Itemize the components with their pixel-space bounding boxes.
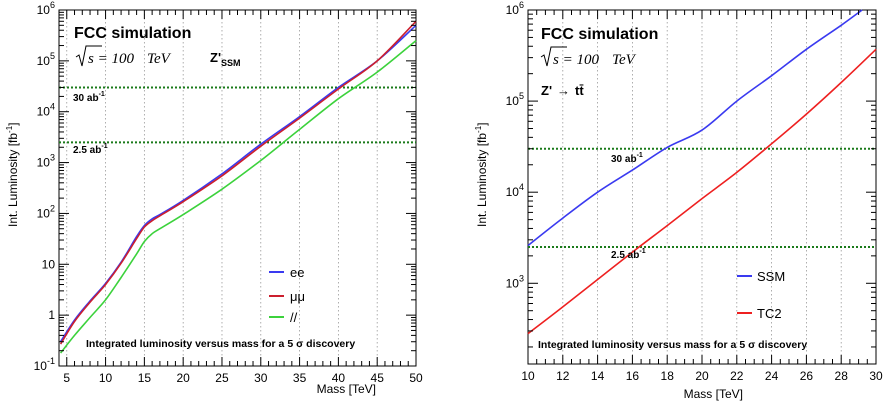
x-tick-label: 5 <box>63 371 70 385</box>
legend-label-ee: ee <box>290 265 304 280</box>
left-model-sub: SSM <box>221 58 241 68</box>
left-footer-note: Integrated luminosity versus mass for a … <box>86 338 355 350</box>
left-x-axis-title: Mass [TeV] <box>317 382 376 396</box>
right-sqrt-sign <box>540 46 567 67</box>
x-tick-label: 30 <box>254 371 268 385</box>
left-y-ticks: 10-1 1 10 102 103 104 105 106 <box>34 0 416 373</box>
right-y-axis-title: Int. Luminosity [fb-1] <box>474 122 489 227</box>
y-tick-label: 105 <box>506 91 524 108</box>
y-tick-label: 10-1 <box>34 356 55 373</box>
x-tick-label: 18 <box>661 369 675 383</box>
x-tick-label: 12 <box>556 369 570 383</box>
x-tick-label: 22 <box>730 369 744 383</box>
x-tick-label: 24 <box>765 369 779 383</box>
left-legend: ee μμ // <box>269 265 305 325</box>
legend-label-mumu: μμ <box>290 289 305 304</box>
right-title: FCC simulation <box>541 26 658 43</box>
left-plot-frame <box>58 9 417 367</box>
left-y-axis-title: Int. Luminosity [fb-1] <box>5 122 20 227</box>
right-energy-value: s = 100 <box>553 52 599 68</box>
y-tick-label: 104 <box>506 182 524 199</box>
x-tick-label: 30 <box>869 369 883 383</box>
left-chart: 5 10 15 20 25 30 35 40 45 50 10-11101021031041051… <box>5 0 423 396</box>
series-line-SSM <box>527 9 863 247</box>
legend-label-ssm: SSM <box>757 269 785 284</box>
left-energy-value: s = 100 <box>88 51 134 67</box>
right-energy-label: s = 100 TeV <box>540 46 637 68</box>
x-tick-label: 45 <box>371 371 385 385</box>
x-tick-label: 14 <box>591 369 605 383</box>
left-grid <box>66 10 378 366</box>
series-line-ll <box>59 39 417 354</box>
x-tick-label: 28 <box>835 369 849 383</box>
right-x-ticks: 10 12 14 16 18 20 22 24 26 28 30 <box>521 10 883 383</box>
left-energy-unit: TeV <box>147 51 172 67</box>
x-tick-label: 16 <box>626 369 640 383</box>
y-tick-label: 1 <box>48 308 55 322</box>
y-tick-label: 10 <box>42 257 56 271</box>
x-tick-label: 20 <box>695 369 709 383</box>
x-tick-label: 35 <box>293 371 307 385</box>
left-model-label: Z'SSM <box>210 50 241 68</box>
left-x-ticks: 5 10 15 20 25 30 35 40 45 50 <box>58 10 423 385</box>
right-y-ticks: 103 104 105 106 <box>506 0 876 348</box>
left-energy-label: s = 100 TeV <box>75 45 172 67</box>
left-ref-label-2-5: 2.5 ab-1 <box>73 143 108 156</box>
x-tick-label: 40 <box>332 371 346 385</box>
left-ref-label-30: 30 ab-1 <box>73 91 105 104</box>
left-series-group <box>59 20 417 354</box>
right-chart: 10 12 14 16 18 20 22 24 26 28 30 103 104 105 106 FCC … <box>474 0 883 401</box>
right-x-axis-title: Mass [TeV] <box>684 387 743 401</box>
x-tick-label: 10 <box>521 369 535 383</box>
left-sqrt-sign <box>75 45 102 67</box>
x-tick-label: 26 <box>800 369 814 383</box>
right-series-group <box>527 9 877 335</box>
y-tick-label: 104 <box>37 102 55 119</box>
y-tick-label: 102 <box>37 203 55 220</box>
x-tick-label: 20 <box>176 371 190 385</box>
right-channel-label: Z' → tt̄ <box>541 83 584 98</box>
right-reference-lines <box>528 147 876 249</box>
left-title: FCC simulation <box>74 25 191 42</box>
x-tick-label: 15 <box>138 371 152 385</box>
x-tick-label: 10 <box>99 371 113 385</box>
y-tick-label: 106 <box>506 0 524 17</box>
y-tick-label: 106 <box>37 0 55 17</box>
left-reference-lines <box>59 86 416 144</box>
series-line-mumu <box>59 20 417 345</box>
right-footer-note: Integrated luminosity versus mass for a … <box>538 339 807 351</box>
right-legend: SSM TC2 <box>737 269 785 321</box>
y-tick-label: 103 <box>37 153 55 170</box>
series-line-TC2 <box>527 48 877 335</box>
right-ref-label-2-5: 2.5 ab-1 <box>611 248 646 261</box>
legend-label-ll: // <box>290 310 298 325</box>
x-tick-label: 25 <box>215 371 229 385</box>
y-tick-label: 105 <box>37 51 55 68</box>
legend-label-tc2: TC2 <box>757 306 782 321</box>
right-ref-label-30: 30 ab-1 <box>611 152 643 165</box>
y-tick-label: 103 <box>506 273 524 290</box>
right-energy-unit: TeV <box>612 52 637 68</box>
right-grid <box>562 10 842 364</box>
x-tick-label: 50 <box>409 371 423 385</box>
